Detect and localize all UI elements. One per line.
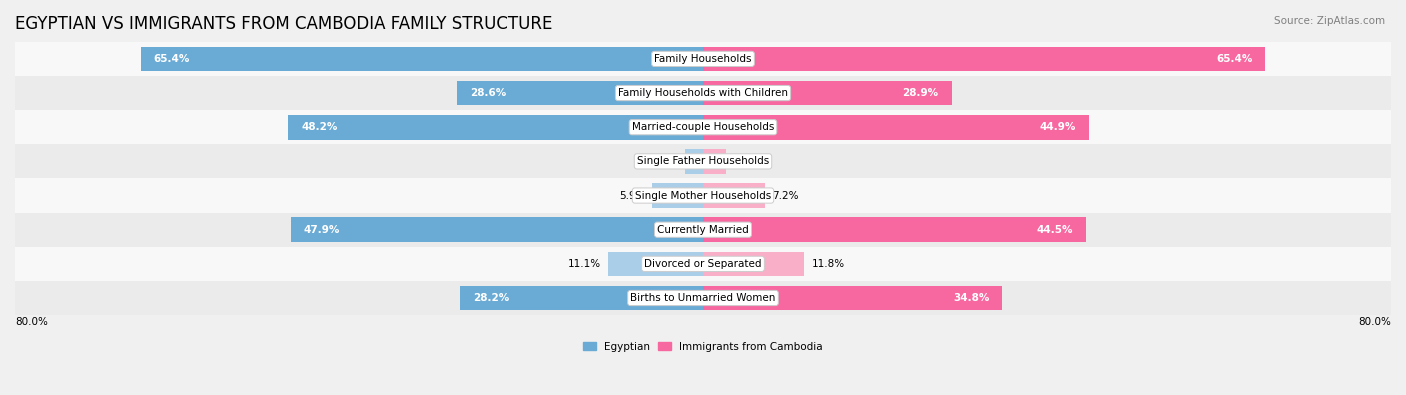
Bar	[652, 183, 703, 208]
Bar	[15, 42, 1391, 76]
Text: Currently Married: Currently Married	[657, 225, 749, 235]
Text: 80.0%: 80.0%	[15, 317, 48, 327]
Bar	[291, 217, 703, 242]
Bar	[15, 213, 1391, 247]
Bar	[15, 144, 1391, 179]
Text: EGYPTIAN VS IMMIGRANTS FROM CAMBODIA FAMILY STRUCTURE: EGYPTIAN VS IMMIGRANTS FROM CAMBODIA FAM…	[15, 15, 553, 33]
Text: 65.4%: 65.4%	[153, 54, 190, 64]
Text: 34.8%: 34.8%	[953, 293, 990, 303]
Text: 11.1%: 11.1%	[568, 259, 600, 269]
Bar	[461, 286, 703, 310]
Text: 47.9%: 47.9%	[304, 225, 340, 235]
Bar	[141, 47, 703, 71]
Bar	[703, 217, 1085, 242]
Text: 5.9%: 5.9%	[619, 190, 645, 201]
Bar	[703, 252, 804, 276]
Text: Single Father Households: Single Father Households	[637, 156, 769, 166]
Bar	[15, 76, 1391, 110]
Bar	[15, 179, 1391, 213]
Bar	[15, 247, 1391, 281]
Bar	[457, 81, 703, 105]
Bar	[703, 183, 765, 208]
Text: Divorced or Separated: Divorced or Separated	[644, 259, 762, 269]
Text: 28.6%: 28.6%	[470, 88, 506, 98]
Bar	[685, 149, 703, 174]
Text: 2.1%: 2.1%	[651, 156, 678, 166]
Bar	[703, 149, 727, 174]
Text: Source: ZipAtlas.com: Source: ZipAtlas.com	[1274, 16, 1385, 26]
Bar	[703, 115, 1090, 139]
Bar	[15, 281, 1391, 315]
Text: 28.9%: 28.9%	[903, 88, 939, 98]
Text: 7.2%: 7.2%	[772, 190, 799, 201]
Text: Family Households with Children: Family Households with Children	[619, 88, 787, 98]
Text: 65.4%: 65.4%	[1216, 54, 1253, 64]
Text: Married-couple Households: Married-couple Households	[631, 122, 775, 132]
Text: Single Mother Households: Single Mother Households	[636, 190, 770, 201]
Text: 2.7%: 2.7%	[733, 156, 759, 166]
Text: 80.0%: 80.0%	[1358, 317, 1391, 327]
Text: 28.2%: 28.2%	[474, 293, 509, 303]
Bar	[288, 115, 703, 139]
Text: 11.8%: 11.8%	[811, 259, 845, 269]
Bar	[703, 47, 1265, 71]
Bar	[15, 110, 1391, 144]
Text: Family Households: Family Households	[654, 54, 752, 64]
Text: 44.5%: 44.5%	[1036, 225, 1073, 235]
Bar	[607, 252, 703, 276]
Bar	[703, 286, 1002, 310]
Text: 44.9%: 44.9%	[1040, 122, 1076, 132]
Text: Births to Unmarried Women: Births to Unmarried Women	[630, 293, 776, 303]
Legend: Egyptian, Immigrants from Cambodia: Egyptian, Immigrants from Cambodia	[579, 337, 827, 356]
Bar	[703, 81, 952, 105]
Text: 48.2%: 48.2%	[301, 122, 337, 132]
